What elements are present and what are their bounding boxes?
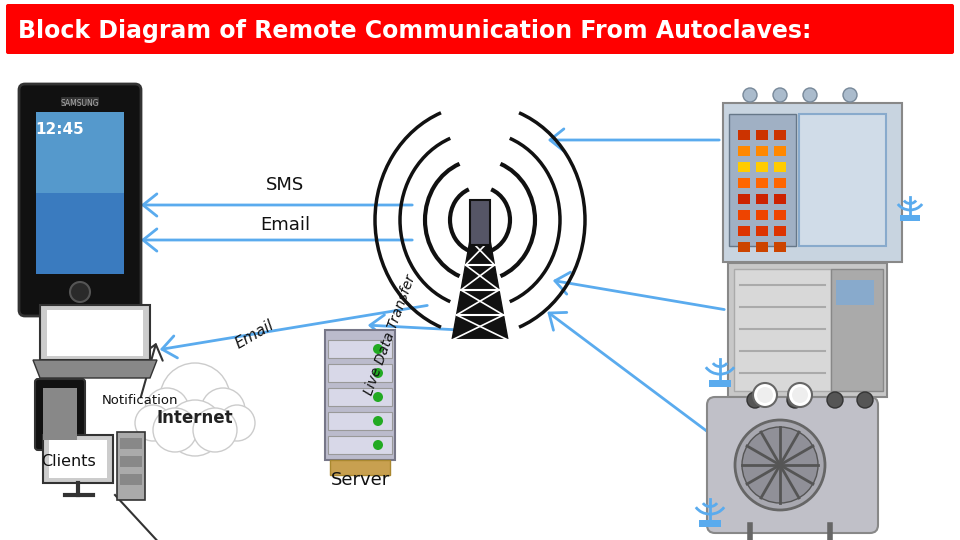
FancyBboxPatch shape (756, 162, 768, 172)
FancyBboxPatch shape (734, 269, 831, 391)
FancyBboxPatch shape (738, 210, 750, 220)
FancyBboxPatch shape (708, 380, 732, 387)
Circle shape (373, 440, 383, 450)
Circle shape (70, 282, 90, 302)
FancyBboxPatch shape (756, 242, 768, 252)
FancyBboxPatch shape (756, 130, 768, 140)
Circle shape (201, 388, 245, 432)
Circle shape (373, 392, 383, 402)
Text: Live Data Transfer: Live Data Transfer (362, 273, 419, 397)
Circle shape (373, 416, 383, 426)
Text: Block Diagram of Remote Communication From Autoclaves:: Block Diagram of Remote Communication Fr… (18, 19, 811, 43)
FancyBboxPatch shape (328, 364, 392, 382)
FancyBboxPatch shape (43, 435, 113, 483)
Circle shape (742, 427, 818, 503)
FancyBboxPatch shape (49, 440, 107, 478)
Text: Clients: Clients (40, 455, 95, 469)
FancyBboxPatch shape (6, 4, 954, 54)
FancyBboxPatch shape (723, 103, 902, 262)
FancyBboxPatch shape (43, 388, 77, 440)
FancyBboxPatch shape (738, 194, 750, 204)
FancyBboxPatch shape (470, 200, 490, 245)
FancyBboxPatch shape (756, 210, 768, 220)
FancyBboxPatch shape (35, 379, 85, 450)
FancyBboxPatch shape (328, 340, 392, 358)
FancyBboxPatch shape (325, 330, 395, 460)
FancyBboxPatch shape (707, 397, 878, 533)
FancyBboxPatch shape (728, 263, 887, 397)
Circle shape (145, 388, 189, 432)
FancyBboxPatch shape (738, 162, 750, 172)
Circle shape (788, 383, 812, 407)
FancyBboxPatch shape (756, 194, 768, 204)
FancyBboxPatch shape (774, 210, 786, 220)
Circle shape (135, 405, 171, 441)
FancyBboxPatch shape (774, 146, 786, 156)
FancyBboxPatch shape (120, 456, 142, 467)
FancyBboxPatch shape (328, 388, 392, 406)
Circle shape (803, 88, 817, 102)
FancyBboxPatch shape (117, 432, 145, 500)
Circle shape (747, 392, 763, 408)
Circle shape (219, 405, 255, 441)
Circle shape (167, 400, 223, 456)
FancyBboxPatch shape (120, 438, 142, 449)
FancyBboxPatch shape (738, 226, 750, 236)
FancyBboxPatch shape (756, 178, 768, 188)
Circle shape (743, 88, 757, 102)
Circle shape (373, 344, 383, 354)
Circle shape (735, 420, 825, 510)
FancyBboxPatch shape (831, 269, 883, 391)
FancyBboxPatch shape (738, 178, 750, 188)
Circle shape (193, 408, 237, 452)
FancyBboxPatch shape (774, 178, 786, 188)
FancyBboxPatch shape (774, 130, 786, 140)
FancyBboxPatch shape (729, 114, 796, 246)
FancyBboxPatch shape (756, 226, 768, 236)
FancyBboxPatch shape (61, 97, 99, 105)
Text: SMS: SMS (266, 176, 304, 194)
Circle shape (757, 387, 773, 403)
FancyBboxPatch shape (738, 130, 750, 140)
Text: Notification: Notification (102, 394, 179, 407)
Circle shape (160, 363, 230, 433)
Polygon shape (33, 360, 157, 378)
Circle shape (843, 88, 857, 102)
FancyBboxPatch shape (756, 146, 768, 156)
Text: 12:45: 12:45 (36, 123, 84, 138)
FancyBboxPatch shape (774, 194, 786, 204)
Circle shape (857, 392, 873, 408)
FancyBboxPatch shape (799, 114, 886, 246)
Circle shape (153, 408, 197, 452)
Circle shape (753, 383, 777, 407)
Text: Server: Server (330, 471, 390, 489)
FancyBboxPatch shape (774, 242, 786, 252)
FancyBboxPatch shape (36, 112, 124, 274)
FancyBboxPatch shape (36, 112, 124, 193)
Circle shape (787, 392, 803, 408)
FancyBboxPatch shape (774, 226, 786, 236)
FancyBboxPatch shape (900, 215, 920, 221)
FancyBboxPatch shape (836, 280, 874, 305)
Circle shape (373, 368, 383, 378)
FancyBboxPatch shape (738, 242, 750, 252)
FancyBboxPatch shape (19, 84, 141, 316)
FancyBboxPatch shape (328, 436, 392, 454)
Text: Email: Email (260, 216, 310, 234)
Text: Email: Email (233, 318, 277, 352)
Text: SAMSUNG: SAMSUNG (60, 99, 99, 109)
FancyBboxPatch shape (774, 162, 786, 172)
Circle shape (773, 88, 787, 102)
FancyBboxPatch shape (738, 146, 750, 156)
FancyBboxPatch shape (47, 310, 143, 356)
Circle shape (827, 392, 843, 408)
FancyBboxPatch shape (699, 520, 721, 527)
FancyBboxPatch shape (330, 460, 390, 475)
FancyBboxPatch shape (120, 474, 142, 485)
Text: Internet: Internet (156, 409, 233, 427)
FancyBboxPatch shape (328, 412, 392, 430)
Circle shape (792, 387, 808, 403)
Polygon shape (452, 240, 508, 340)
Polygon shape (40, 305, 150, 360)
